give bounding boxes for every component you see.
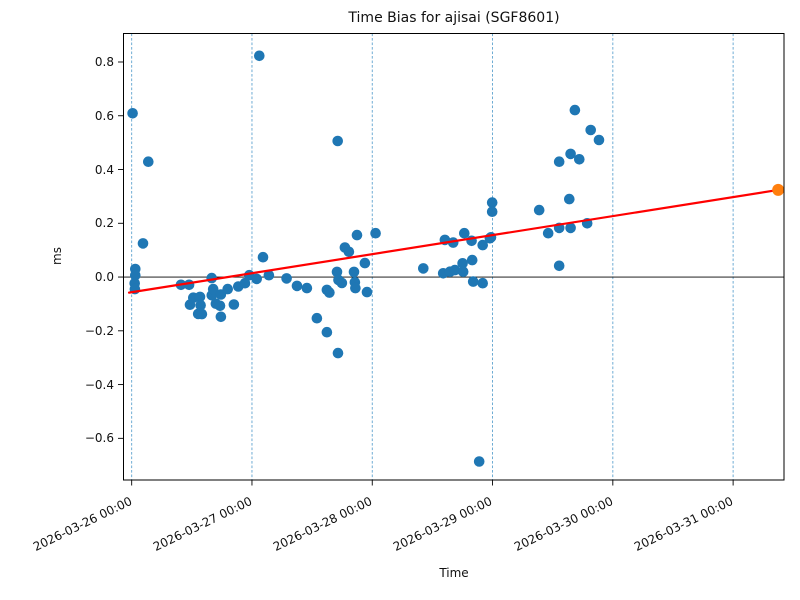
time-bias-observations (542, 227, 554, 239)
time-bias-observations (281, 273, 292, 284)
time-bias-observations (311, 312, 323, 324)
time-bias-observations (343, 246, 355, 258)
time-bias-observations (215, 311, 227, 323)
time-bias-observations (553, 156, 565, 167)
time-bias-observations (324, 287, 335, 298)
time-bias-observations (137, 238, 149, 249)
time-bias-observations (466, 254, 478, 266)
time-bias-observations (143, 156, 154, 167)
time-bias-observations (332, 347, 344, 359)
time-bias-observations (593, 134, 605, 146)
y-tick-label: 0.4 (94, 162, 114, 177)
plot-border (123, 33, 785, 481)
time-bias-observations (257, 251, 269, 263)
time-bias-observations (194, 291, 206, 303)
trend-fit-line (127, 188, 780, 294)
time-bias-observations (565, 222, 576, 234)
time-bias-observations (251, 273, 262, 285)
time-bias-observations (263, 269, 275, 281)
time-bias-observations (418, 263, 429, 274)
time-bias-observations (553, 260, 565, 272)
time-bias-observations (207, 283, 219, 295)
time-bias-observations (564, 193, 575, 205)
y-tick-label: 0.0 (94, 270, 114, 285)
chart-title: Time Bias for ajisai (SGF8601) (348, 10, 560, 26)
time-bias-observations (361, 286, 373, 298)
time-bias-observations (585, 124, 596, 136)
time-bias-observations (336, 277, 348, 289)
y-tick-label: −0.6 (84, 431, 114, 446)
time-bias-observations (449, 264, 461, 276)
time-bias-observations (359, 257, 371, 269)
time-bias-observations (459, 227, 470, 239)
predicted-bias-point (772, 183, 785, 196)
y-tick-label: −0.4 (84, 377, 114, 392)
time-bias-observations (214, 300, 226, 312)
time-bias-observations (467, 276, 479, 287)
time-bias-observations (348, 266, 360, 278)
time-bias-observations (533, 204, 545, 216)
x-axis-label: Time (439, 566, 469, 580)
time-bias-observations (222, 283, 233, 295)
time-bias-observations (350, 282, 361, 294)
time-bias-observations (486, 206, 498, 217)
time-bias-observations (370, 227, 381, 239)
time-bias-observations (332, 135, 344, 147)
time-bias-observations (351, 229, 363, 241)
time-bias-observations (130, 269, 141, 281)
time-bias-observations (239, 277, 251, 289)
time-bias-observations (485, 232, 497, 243)
time-bias-observations (195, 300, 206, 311)
time-bias-observations (253, 50, 265, 62)
time-bias-observations (477, 277, 489, 289)
time-bias-observations (457, 266, 469, 278)
y-tick-label: 0.2 (94, 216, 114, 231)
time-bias-observations (457, 258, 468, 269)
y-tick-label: 0.6 (94, 108, 114, 123)
time-bias-observations (127, 108, 138, 119)
time-bias-observations (473, 456, 485, 467)
time-bias-observations (477, 239, 489, 251)
time-bias-observations (196, 308, 208, 320)
time-bias-observations (565, 148, 576, 160)
time-bias-observations (301, 282, 313, 294)
time-bias-observations (569, 104, 581, 116)
y-tick-label: 0.8 (94, 54, 114, 69)
time-bias-observations (228, 299, 240, 310)
time-bias-observations (321, 326, 333, 338)
time-bias-observations (331, 266, 343, 278)
time-bias-observations (291, 280, 303, 292)
y-tick-label: −0.2 (84, 323, 114, 338)
time-bias-observations (486, 197, 498, 208)
time-bias-observations (574, 154, 585, 165)
